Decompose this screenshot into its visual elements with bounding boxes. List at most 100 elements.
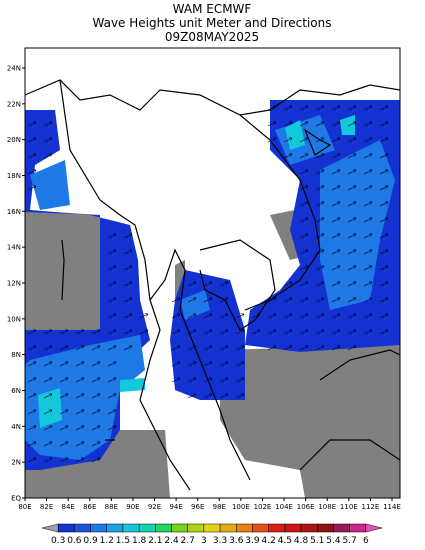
- wave-arrow: [331, 345, 341, 351]
- colorbar-segment: [284, 523, 302, 533]
- wave-arrow: [187, 361, 197, 367]
- wave-arrow: [379, 313, 389, 319]
- wave-arrow: [187, 281, 197, 287]
- wave-arrow: [299, 297, 309, 303]
- wave-arrow: [347, 169, 357, 175]
- wave-arrow: [235, 313, 245, 319]
- wave-arrow: [299, 249, 309, 255]
- wave-arrow: [203, 393, 213, 399]
- wave-arrow: [363, 313, 373, 319]
- wave-arrow: [347, 249, 357, 255]
- wave-arrow: [59, 377, 69, 383]
- wave-arrow: [347, 217, 357, 223]
- wave-arrow: [379, 297, 389, 303]
- wave-arrow: [283, 137, 293, 143]
- wave-arrow: [187, 393, 197, 399]
- wave-arrow: [107, 329, 117, 335]
- wave-arrow: [331, 169, 341, 175]
- lon-label: 114E: [383, 503, 401, 511]
- wave-arrow: [123, 313, 133, 319]
- wave-arrow: [363, 297, 373, 303]
- wave-arrow: [347, 265, 357, 271]
- wave-arrow: [171, 361, 181, 367]
- wave-arrow: [219, 281, 229, 287]
- wave-arrow: [347, 281, 357, 287]
- wave-arrow: [379, 281, 389, 287]
- wave-arrow: [75, 409, 85, 415]
- wave-arrow: [187, 297, 197, 303]
- wave-arrow: [299, 329, 309, 335]
- wave-arrow: [379, 153, 389, 159]
- wave-arrow: [363, 137, 373, 143]
- wave-arrow: [171, 297, 181, 303]
- wave-arrow: [363, 121, 373, 127]
- colorbar-segment: [300, 523, 318, 533]
- wave-arrow: [123, 233, 133, 239]
- wave-arrow: [75, 361, 85, 367]
- wave-arrow: [27, 457, 37, 463]
- wave-arrow: [331, 105, 341, 111]
- wave-arrow: [331, 185, 341, 191]
- wave-arrow: [59, 409, 69, 415]
- wave-arrow: [59, 425, 69, 431]
- wave-arrow: [299, 201, 309, 207]
- wave-arrow: [379, 329, 389, 335]
- lat-label: 6N: [11, 387, 21, 395]
- wave-arrow: [75, 425, 85, 431]
- wave-arrow: [363, 249, 373, 255]
- colorbar-label: 0.9: [83, 536, 98, 546]
- wave-arrow: [331, 281, 341, 287]
- wave-arrow: [331, 297, 341, 303]
- wave-arrow: [379, 217, 389, 223]
- wave-arrow: [299, 233, 309, 239]
- wave-arrow: [347, 345, 357, 351]
- masked-sea: [25, 205, 400, 498]
- lat-label: 10N: [7, 315, 21, 323]
- wave-arrow: [123, 329, 133, 335]
- wave-arrow: [331, 153, 341, 159]
- lon-label: 88E: [105, 503, 118, 511]
- wave-arrow: [43, 377, 53, 383]
- wave-arrow: [315, 265, 325, 271]
- wave-arrow: [43, 153, 53, 159]
- wave-arrow: [107, 409, 117, 415]
- wave-arrow: [27, 361, 37, 367]
- wave-arrow: [219, 329, 229, 335]
- wave-arrow: [75, 441, 85, 447]
- lon-label: 80E: [18, 503, 31, 511]
- wave-arrow: [299, 313, 309, 319]
- wave-arrow: [347, 233, 357, 239]
- colorbar-segment: [74, 523, 91, 533]
- colorbar-segment: [219, 523, 237, 533]
- wave-arrow: [331, 137, 341, 143]
- wave-arrow: [27, 329, 37, 335]
- wave-arrow: [203, 329, 213, 335]
- lon-label: 84E: [62, 503, 75, 511]
- colorbar-label: 4.5: [278, 536, 292, 546]
- wave-arrow: [315, 329, 325, 335]
- lat-label: 16N: [7, 208, 21, 216]
- lon-label: 110E: [340, 503, 358, 511]
- colorbar-label: 2.1: [148, 536, 162, 546]
- lon-label: 108E: [318, 503, 336, 511]
- wave-arrow: [363, 169, 373, 175]
- wave-arrow: [59, 393, 69, 399]
- colorbar-label: 3.3: [213, 536, 227, 546]
- wave-arrow: [171, 345, 181, 351]
- colorbar-end: [365, 523, 383, 533]
- lon-label: 82E: [40, 503, 53, 511]
- wave-arrow: [59, 345, 69, 351]
- wave-arrow: [235, 345, 245, 351]
- colorbar-label: 3.6: [229, 536, 244, 546]
- wave-arrow: [363, 201, 373, 207]
- wave-arrow: [379, 121, 389, 127]
- wave-arrow: [331, 121, 341, 127]
- wave-arrow: [75, 393, 85, 399]
- wave-arrow: [43, 361, 53, 367]
- wave-arrow: [347, 201, 357, 207]
- lon-label: 98E: [213, 503, 226, 511]
- wave-arrow: [315, 297, 325, 303]
- wave-arrow: [123, 281, 133, 287]
